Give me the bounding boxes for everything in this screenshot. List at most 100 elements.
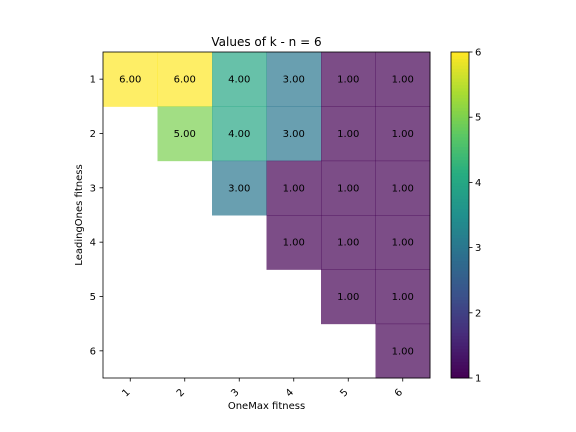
colorbar-segment <box>451 368 469 372</box>
y-tick-label: 2 <box>90 129 96 140</box>
heatmap-cell <box>375 323 431 379</box>
heatmap-cell <box>375 215 431 270</box>
colorbar-segment <box>451 117 469 121</box>
colorbar: 1 2 3 4 5 6 <box>450 48 481 385</box>
colorbar-segment <box>451 221 469 226</box>
colorbar-segment <box>451 198 469 203</box>
colorbar-segment <box>451 270 469 275</box>
heatmap-cell <box>375 269 431 325</box>
heatmap-cell <box>266 215 322 270</box>
colorbar-segment <box>451 358 469 363</box>
heatmap-cell <box>375 106 431 162</box>
colorbar-segment <box>451 113 469 118</box>
x-axis-label: OneMax fitness <box>228 401 305 412</box>
cell-value-label: 1.00 <box>337 292 359 303</box>
colorbar-segment <box>451 361 469 366</box>
colorbar-segment <box>451 136 469 141</box>
heatmap-cell <box>375 160 431 216</box>
plot-frame <box>102 51 431 379</box>
colorbar-segment <box>451 263 469 268</box>
colorbar-segment <box>451 224 469 229</box>
colorbar-frame <box>450 51 470 379</box>
colorbar-segment <box>451 289 469 294</box>
cell-value-label: 1.00 <box>392 75 414 86</box>
colorbar-segment <box>451 133 469 138</box>
colorbar-segment <box>451 143 469 148</box>
colorbar-segment <box>451 182 469 187</box>
colorbar-segment <box>451 205 469 209</box>
y-tick-label: 4 <box>90 238 96 249</box>
colorbar-segment <box>451 371 469 376</box>
colorbar-segment <box>451 65 469 69</box>
colorbar-segment <box>451 355 469 359</box>
colorbar-segment <box>451 208 469 213</box>
colorbar-segment <box>451 247 469 252</box>
colorbar-segment <box>451 319 469 324</box>
colorbar-segment <box>451 335 469 340</box>
colorbar-segment <box>451 237 469 242</box>
cell-value-label: 1.00 <box>283 183 305 194</box>
chart-title: Values of k - n = 6 <box>211 35 321 49</box>
colorbar-tick-label: 5 <box>475 113 481 124</box>
heatmap-cell <box>321 52 376 107</box>
colorbar-segment <box>451 296 469 301</box>
cell-value-label: 6.00 <box>174 75 196 86</box>
cell-value-label: 4.00 <box>228 75 250 86</box>
colorbar-segment <box>451 260 469 265</box>
colorbar-segment <box>451 351 469 356</box>
colorbar-segment <box>451 123 469 128</box>
cell-value-label: 1.00 <box>337 183 359 194</box>
colorbar-segment <box>451 309 469 314</box>
colorbar-segment <box>451 283 469 288</box>
colorbar-segment <box>451 254 469 258</box>
colorbar-segment <box>451 215 469 219</box>
cell-value-label: 3.00 <box>228 183 250 194</box>
colorbar-segment <box>451 228 469 232</box>
colorbar-segment <box>451 188 469 193</box>
heatmap-cell <box>321 106 376 162</box>
colorbar-segment <box>451 97 469 102</box>
heatmap-cell <box>103 52 158 107</box>
heatmap-area: 6.00 6.00 4.00 3.00 1.00 1.00 5.00 4.00 3.00 1.00… <box>103 52 431 379</box>
colorbar-segment <box>451 74 469 79</box>
colorbar-segment <box>451 84 469 89</box>
colorbar-segment <box>451 94 469 99</box>
colorbar-segment <box>451 126 469 131</box>
colorbar-segment <box>451 218 469 223</box>
y-tick-label: 3 <box>90 183 96 194</box>
colorbar-segment <box>451 156 469 161</box>
colorbar-segment <box>451 267 469 271</box>
colorbar-segment <box>451 211 469 216</box>
heatmap-cell <box>375 52 431 107</box>
colorbar-segment <box>451 338 469 343</box>
cell-value-label: 1.00 <box>283 238 305 249</box>
colorbar-segment <box>451 153 469 157</box>
heatmap-cell <box>266 160 322 216</box>
colorbar-segment <box>451 166 469 170</box>
colorbar-segment <box>451 257 469 262</box>
colorbar-segment <box>451 162 469 167</box>
colorbar-segment <box>451 192 469 196</box>
colorbar-segment <box>451 345 469 350</box>
colorbar-segment <box>451 58 469 63</box>
colorbar-segment <box>451 325 469 330</box>
colorbar-segment <box>451 299 469 304</box>
colorbar-segment <box>451 110 469 115</box>
colorbar-tick-label: 3 <box>475 243 481 254</box>
heatmap-cell <box>157 52 213 107</box>
colorbar-segment <box>451 149 469 154</box>
colorbar-segment <box>451 364 469 369</box>
colorbar-segment <box>451 107 469 112</box>
colorbar-tick-label: 2 <box>475 308 481 319</box>
colorbar-tick-label: 1 <box>475 374 481 385</box>
colorbar-segment <box>451 185 469 190</box>
colorbar-segment <box>451 87 469 92</box>
cell-value-label: 5.00 <box>174 129 196 140</box>
colorbar-segment <box>451 52 469 56</box>
colorbar-segment <box>451 293 469 297</box>
colorbar-segment <box>451 348 469 353</box>
colorbar-segment <box>451 146 469 151</box>
colorbar-segment <box>451 175 469 180</box>
y-tick-label: 6 <box>90 346 96 357</box>
